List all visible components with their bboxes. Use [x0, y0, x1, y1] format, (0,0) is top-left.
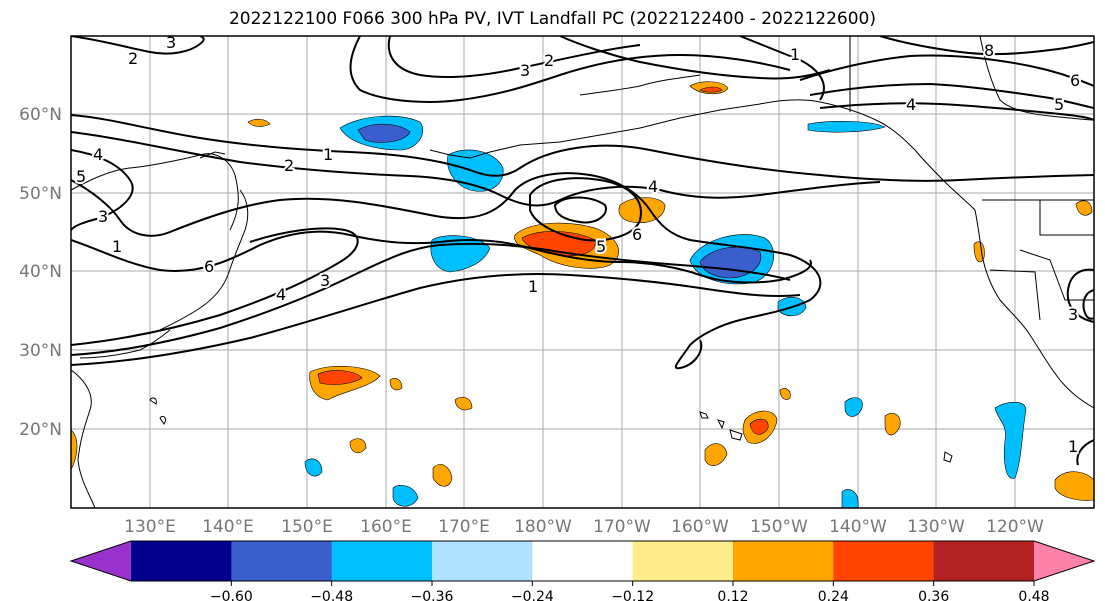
colorbar-tick-label: −0.48: [310, 589, 353, 601]
lon-label: 150°E: [281, 517, 333, 537]
anomaly-blob: [349, 438, 367, 454]
anomaly-blob: [389, 378, 403, 391]
pv-contours: [71, 36, 1094, 466]
lat-label-30n: 30°N: [19, 341, 62, 361]
colorbar-tick-label: 0.36: [918, 589, 949, 601]
lat-label-50n: 50°N: [19, 184, 62, 204]
anomaly-blob: [807, 121, 886, 133]
anomaly-blob: [357, 123, 411, 143]
graticule: [71, 36, 1094, 508]
contour-label: 4: [276, 285, 286, 304]
contour-label: 2: [284, 156, 294, 175]
contour-label: 2: [544, 51, 554, 70]
colorbar-outline: [69, 540, 1096, 582]
colorbar: −0.60 −0.48 −0.36 −0.24 −0.12 0.12 0.24 0.36 0.4…: [69, 540, 1096, 601]
anomaly-blob: [247, 118, 271, 127]
lat-label-60n: 60°N: [19, 105, 62, 125]
anomaly-blob: [779, 388, 791, 400]
anomaly-blob: [392, 485, 419, 507]
contour-label: 5: [596, 237, 606, 256]
colorbar-tick-label: −0.36: [411, 589, 454, 601]
colorbar-tick-label: −0.60: [210, 589, 253, 601]
contour-label: 3: [520, 61, 530, 80]
contour-labels: 2 3 2 3 1 8 6 5 4 1 2 4 5 3 4 6 5 1 6 4 …: [74, 33, 1082, 458]
colorbar-segment: [632, 541, 734, 581]
contour-label: 6: [1070, 71, 1080, 90]
contour-label: 5: [76, 167, 86, 186]
anomaly-blob: [973, 241, 985, 263]
contour-label: 1: [790, 45, 800, 64]
colorbar-extension-low: [71, 541, 131, 581]
contour-label: 6: [632, 225, 642, 244]
anomaly-blob: [317, 370, 363, 385]
map-frame: [70, 35, 1095, 509]
contour-label: 4: [648, 177, 658, 196]
anomaly-blob: [304, 458, 323, 477]
colorbar-segment: [733, 541, 834, 581]
contour-label: 4: [93, 145, 103, 164]
contour-label: 3: [1068, 305, 1078, 324]
latitude-labels: 60°N 50°N 40°N 30°N 20°N: [19, 105, 62, 440]
anomaly-blob: [841, 489, 859, 508]
contour-label: 1: [1068, 437, 1078, 456]
coastlines: [71, 36, 1094, 508]
anomaly-blob: [432, 464, 453, 487]
contour-label: 5: [1054, 95, 1064, 114]
contour-label: 3: [320, 271, 330, 290]
colorbar-tick-label: −0.24: [511, 589, 554, 601]
anomaly-blob: [1054, 471, 1094, 501]
contour-label: 6: [204, 257, 214, 276]
colorbar-segment: [432, 541, 533, 581]
colorbar-segment: [532, 541, 634, 581]
anomaly-blob: [749, 418, 769, 435]
lon-label: 130°E: [124, 517, 176, 537]
lon-label: 160°W: [671, 517, 729, 537]
lon-label: 150°W: [750, 517, 808, 537]
map-title: 2022122100 F066 300 hPa PV, IVT Landfall…: [228, 9, 876, 29]
contour-label: 2: [128, 49, 138, 68]
anomaly-blob: [699, 86, 723, 93]
colorbar-segment: [131, 541, 232, 581]
colorbar-segment: [331, 541, 433, 581]
anomaly-blob: [884, 413, 901, 436]
contour-label: 4: [906, 95, 916, 114]
colorbar-tick-label: 0.12: [717, 589, 748, 601]
colorbar-segment: [231, 541, 333, 581]
anomaly-blob: [704, 443, 728, 466]
contour-label: 3: [98, 207, 108, 226]
contour-label: 1: [323, 145, 333, 164]
lon-label: 170°W: [593, 517, 651, 537]
contour-label: 1: [112, 237, 122, 256]
map-background: [71, 36, 1094, 508]
anomaly-blob: [454, 396, 473, 411]
lon-label: 130°W: [907, 517, 965, 537]
colorbar-tick-label: 0.48: [1018, 589, 1049, 601]
colorbar-segment: [833, 541, 935, 581]
anomaly-blob: [994, 401, 1027, 479]
contour-label: 1: [528, 277, 538, 296]
contour-label: 3: [166, 33, 176, 52]
colorbar-extension-high: [1034, 541, 1094, 581]
colorbar-tick-label: −0.12: [611, 589, 654, 601]
anomaly-blob: [699, 246, 762, 279]
anomaly-blob: [844, 397, 863, 417]
lon-label: 120°W: [986, 517, 1044, 537]
colorbar-segment: [933, 541, 1035, 581]
lon-label: 140°E: [202, 517, 254, 537]
contour-label: 8: [984, 41, 994, 60]
lon-label: 160°E: [360, 517, 412, 537]
lat-label-40n: 40°N: [19, 262, 62, 282]
lon-label: 180°W: [514, 517, 572, 537]
anomaly-blob: [447, 149, 504, 192]
lon-label: 170°E: [438, 517, 490, 537]
colorbar-tick-label: 0.24: [818, 589, 849, 601]
anomaly-blob: [1075, 200, 1093, 216]
longitude-labels: 130°E 140°E 150°E 160°E 170°E 180°W 170°…: [124, 517, 1044, 537]
lon-label: 140°W: [829, 517, 887, 537]
lat-label-20n: 20°N: [19, 420, 62, 440]
